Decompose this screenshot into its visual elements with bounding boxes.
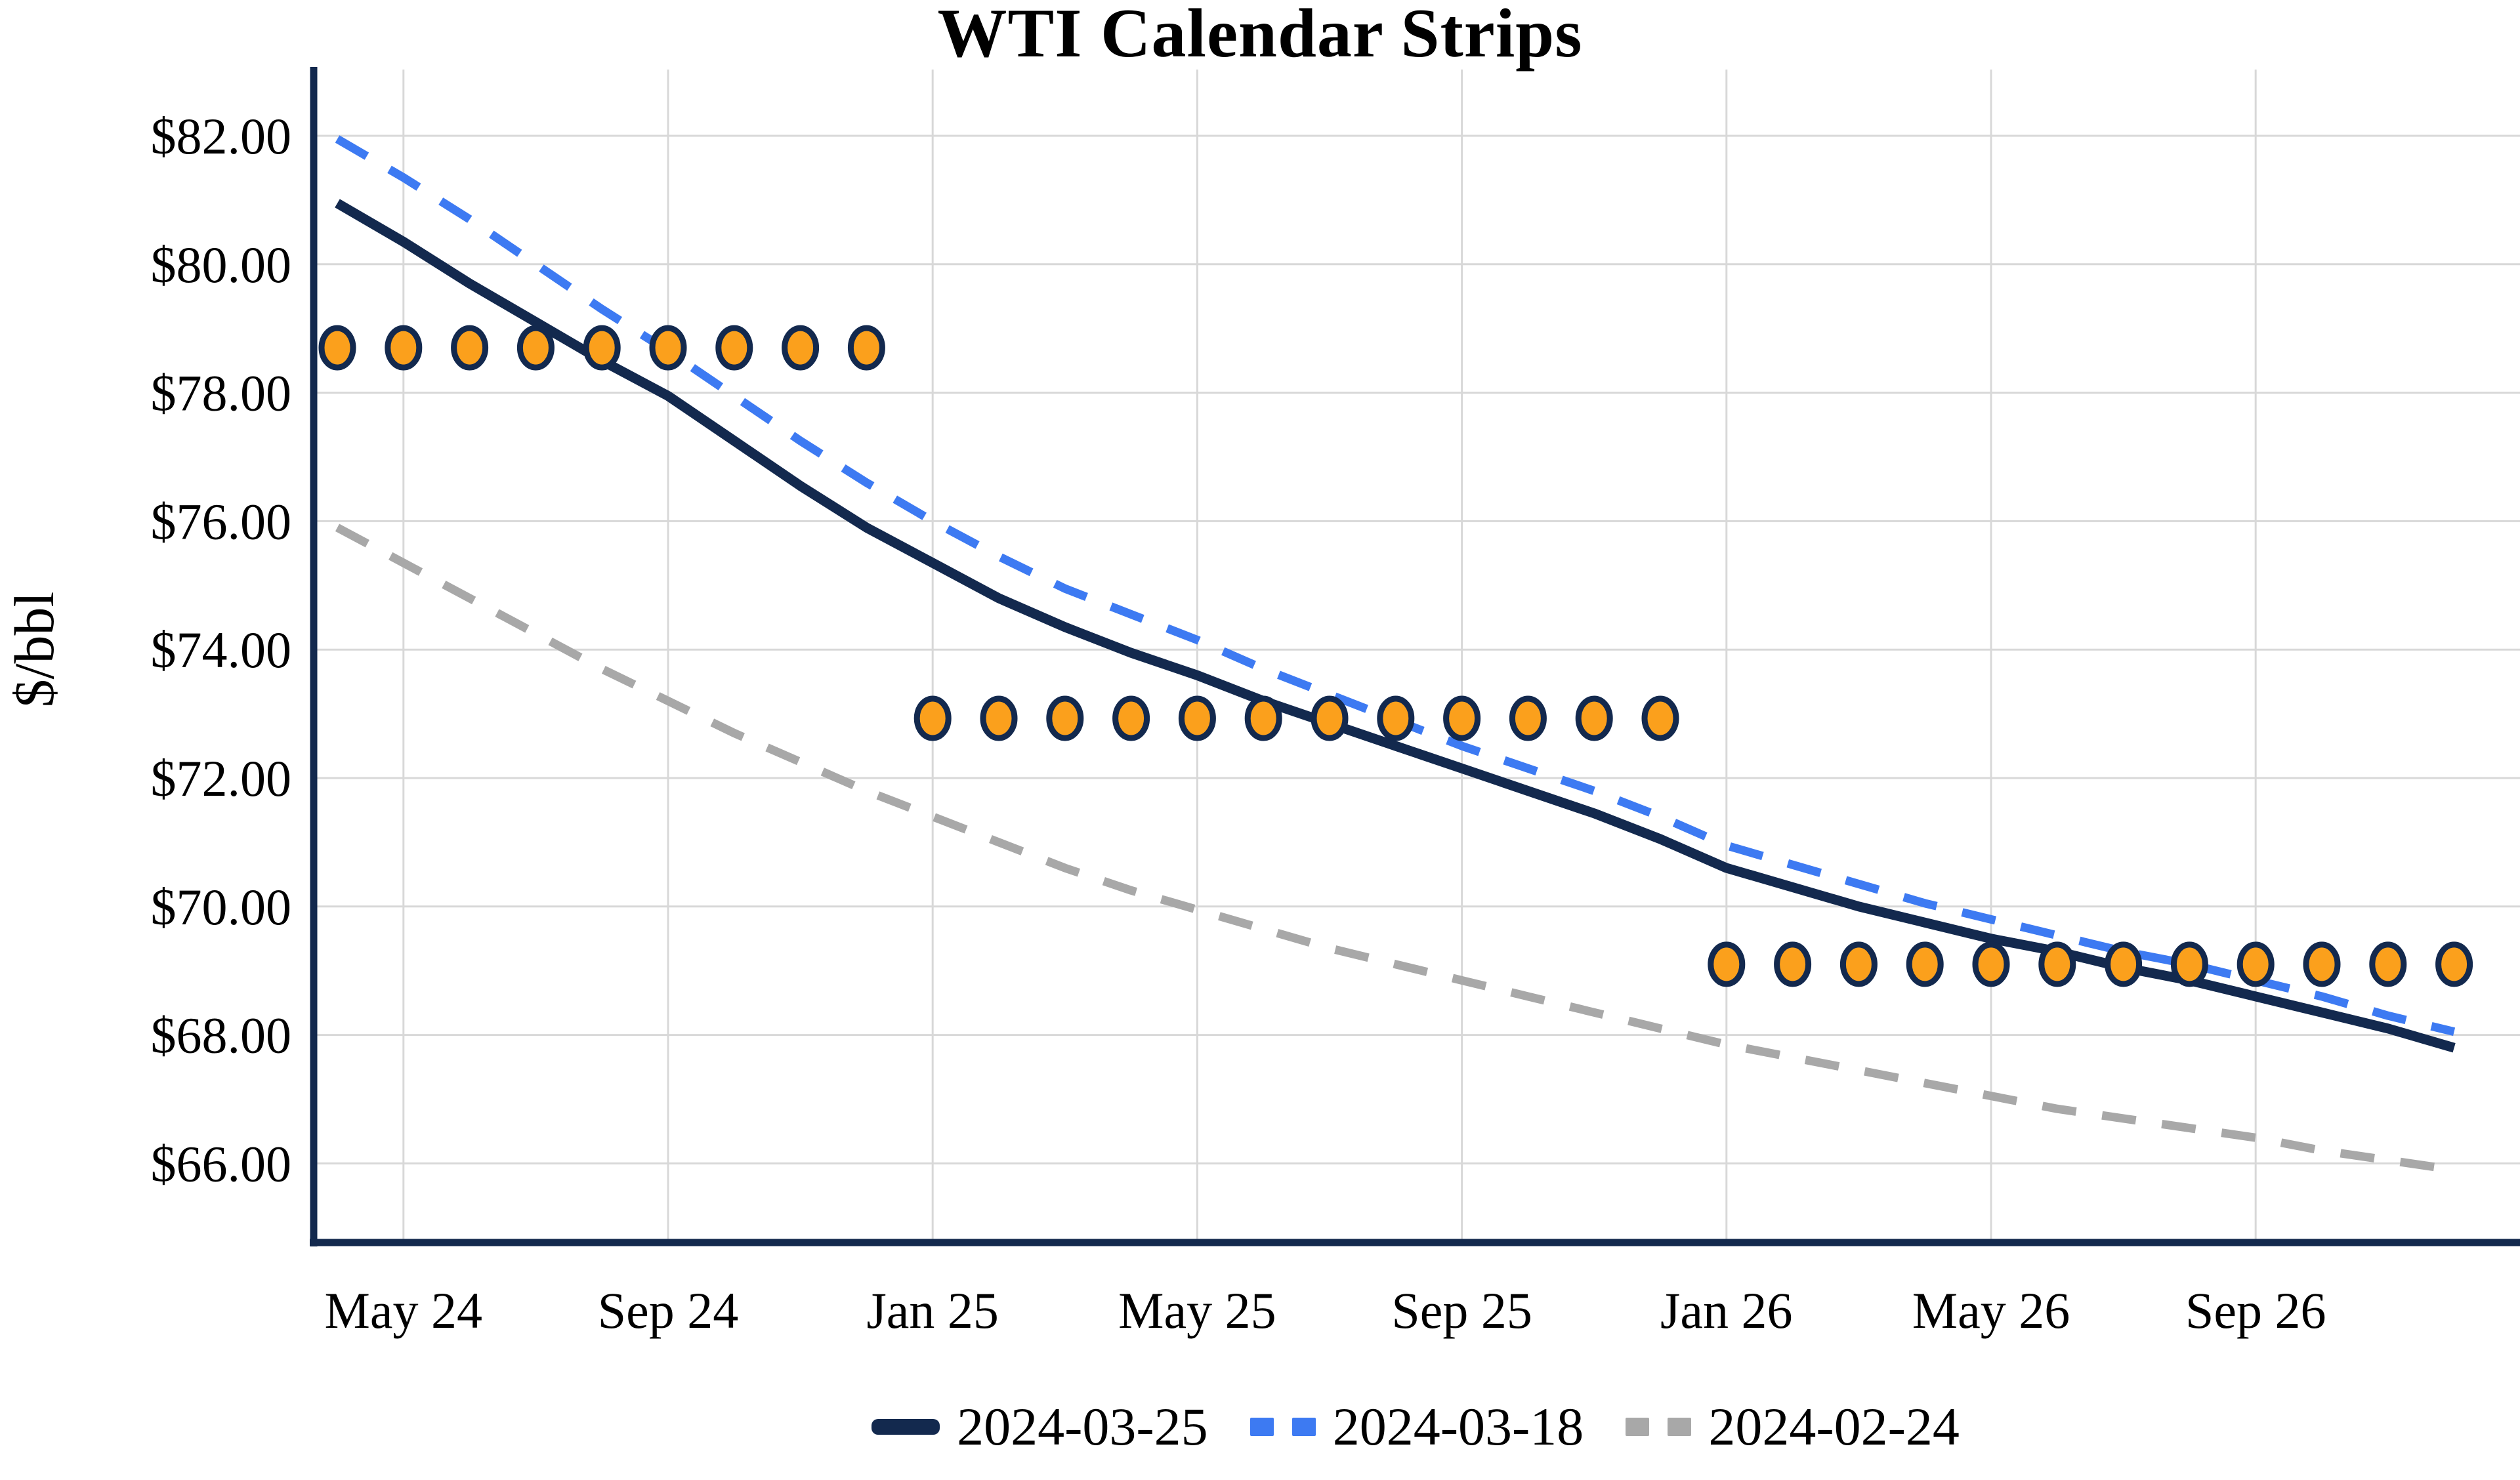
- legend-item-2024-02-24: 2024-02-24: [1626, 1400, 1960, 1454]
- strip-marker: [1377, 695, 1415, 741]
- y-tick-label: $76.00: [151, 493, 292, 550]
- strip-marker: [1774, 941, 1812, 987]
- series-line-2024-03-18: [335, 135, 2456, 1037]
- strip-marker: [649, 325, 687, 371]
- strip-marker: [2170, 941, 2208, 987]
- strip-marker: [583, 325, 621, 371]
- strip-marker: [1244, 695, 1282, 741]
- x-tick-label: May 26: [1912, 1282, 2070, 1339]
- dash-segment: [1626, 1418, 1650, 1436]
- y-tick-label: $66.00: [151, 1135, 292, 1192]
- series-line-2024-03-25: [335, 199, 2456, 1053]
- y-tick-label: $82.00: [151, 108, 292, 165]
- strip-marker: [715, 325, 753, 371]
- y-tick-label: $72.00: [151, 750, 292, 807]
- legend-label: 2024-02-24: [1708, 1397, 1960, 1456]
- legend-label: 2024-03-18: [1332, 1397, 1584, 1456]
- x-tick-label: May 25: [1118, 1282, 1276, 1339]
- x-tick-label: Jan 26: [1660, 1282, 1792, 1339]
- y-tick-label: $78.00: [151, 365, 292, 422]
- strip-marker: [1839, 941, 1878, 987]
- legend-item-2024-03-25: 2024-03-25: [872, 1400, 1208, 1454]
- strip-marker: [1046, 695, 1084, 741]
- strip-marker: [1443, 695, 1481, 741]
- chart-title: WTI Calendar Strips: [937, 0, 1583, 72]
- legend-item-2024-03-18: 2024-03-18: [1250, 1400, 1584, 1454]
- x-tick-label: May 24: [325, 1282, 482, 1339]
- strip-marker: [1972, 941, 2010, 987]
- strip-marker: [2303, 941, 2341, 987]
- strip-marker: [2038, 941, 2076, 987]
- strip-marker: [2105, 941, 2143, 987]
- dash-segment: [1668, 1418, 1692, 1436]
- strip-marker: [1311, 695, 1349, 741]
- y-tick-label: $70.00: [151, 878, 292, 935]
- y-tick-label: $80.00: [151, 236, 292, 293]
- strip-marker: [1112, 695, 1150, 741]
- x-tick-label: Sep 24: [598, 1282, 739, 1339]
- x-tick-label: Sep 26: [2185, 1282, 2326, 1339]
- strip-marker: [980, 695, 1018, 741]
- strip-marker: [1906, 941, 1944, 987]
- strip-marker: [1575, 695, 1613, 741]
- dash-segment: [1250, 1418, 1274, 1436]
- series-line-2024-02-24: [335, 524, 2455, 1174]
- dashed-line-swatch: [1626, 1418, 1692, 1436]
- strip-marker: [2236, 941, 2275, 987]
- strip-marker: [1708, 941, 1746, 987]
- legend: 2024-03-25 2024-03-18 2024-02-24: [314, 1384, 2517, 1470]
- strip-marker: [1641, 695, 1679, 741]
- x-tick-label: Sep 25: [1391, 1282, 1532, 1339]
- strip-marker: [2369, 941, 2407, 987]
- strip-marker: [1509, 695, 1547, 741]
- strip-marker: [782, 325, 820, 371]
- strip-marker: [2435, 941, 2473, 987]
- strip-marker: [1178, 695, 1216, 741]
- x-tick-label: Jan 25: [866, 1282, 998, 1339]
- strip-marker: [516, 325, 555, 371]
- y-tick-label: $68.00: [151, 1007, 292, 1064]
- strip-marker: [914, 695, 952, 741]
- solid-line-swatch: [872, 1419, 940, 1435]
- y-tick-label: $74.00: [151, 621, 292, 678]
- strip-marker: [318, 325, 356, 371]
- dashed-line-swatch: [1250, 1418, 1316, 1436]
- legend-label: 2024-03-25: [957, 1397, 1208, 1456]
- dash-segment: [1292, 1418, 1316, 1436]
- strip-marker: [451, 325, 489, 371]
- strip-marker: [847, 325, 885, 371]
- strip-marker: [385, 325, 423, 371]
